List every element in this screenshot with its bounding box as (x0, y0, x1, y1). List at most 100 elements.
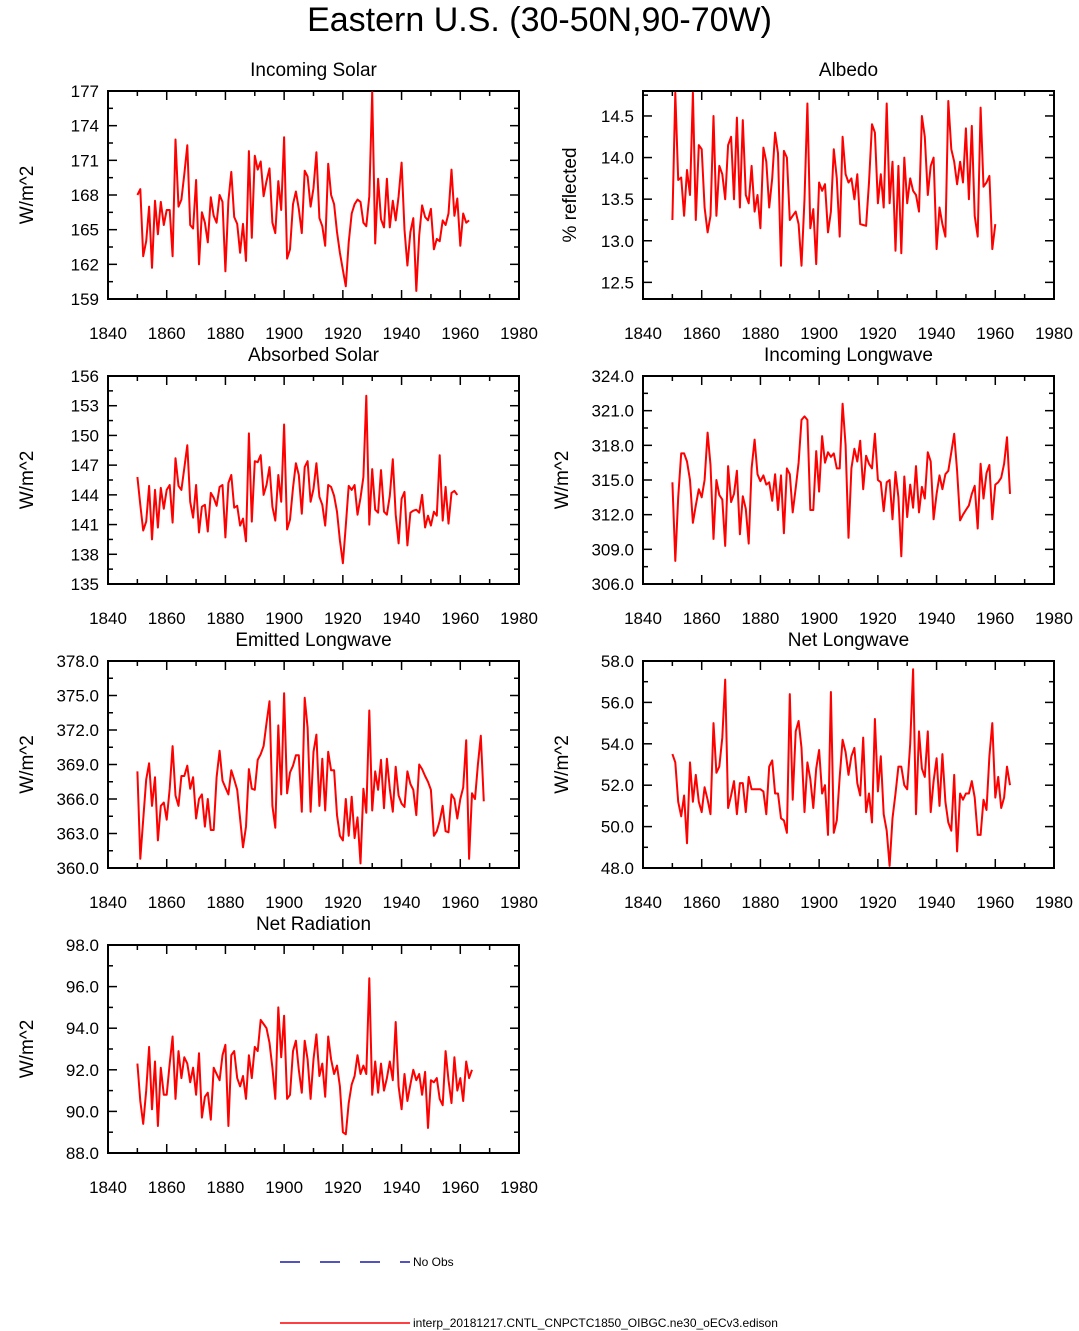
x-tick-label: 1960 (976, 609, 1014, 628)
y-axis-label: W/m^2 (552, 451, 573, 510)
y-tick-label: 50.0 (601, 818, 634, 837)
plot-frame (642, 660, 1055, 869)
x-tick-label: 1980 (500, 893, 538, 912)
chart-panel: 1840 1860 1880 1900 1920 1940 1960 1980 159 162 16… (17, 60, 538, 343)
chart-panel: 1840 1860 1880 1900 1920 1940 1960 1980 48.0 50.0… (552, 630, 1073, 912)
x-tick-label: 1840 (89, 324, 127, 343)
x-tick-label: 1860 (148, 1178, 186, 1197)
panel-title: Absorbed Solar (248, 345, 380, 366)
legend-model-label: interp_20181217.CNTL_CNPCTC1850_OIBGC.ne… (413, 1316, 778, 1330)
x-tick-label: 1840 (89, 893, 127, 912)
y-tick-label: 321.0 (591, 402, 634, 421)
x-tick-label: 1900 (265, 893, 303, 912)
y-tick-label: 13.5 (601, 190, 634, 209)
x-tick-label: 1940 (918, 324, 956, 343)
x-tick-label: 1920 (859, 609, 897, 628)
y-tick-label: 52.0 (601, 776, 634, 795)
x-tick-label: 1880 (207, 1178, 245, 1197)
x-tick-label: 1880 (742, 609, 780, 628)
y-tick-label: 312.0 (591, 506, 634, 525)
y-tick-label: 363.0 (56, 825, 99, 844)
x-tick-label: 1880 (207, 893, 245, 912)
y-axis-label: W/m^2 (17, 166, 38, 225)
x-tick-label: 1920 (859, 324, 897, 343)
series-line (136, 394, 459, 565)
y-tick-label: 88.0 (66, 1144, 99, 1163)
x-tick-label: 1920 (859, 893, 897, 912)
panel-title: Net Radiation (256, 914, 371, 935)
series-line (671, 402, 1011, 562)
x-tick-label: 1900 (265, 609, 303, 628)
chart-panel: 1840 1860 1880 1900 1920 1940 1960 1980 12.5 13.0… (560, 60, 1073, 343)
x-tick-label: 1960 (441, 893, 479, 912)
series-line (136, 977, 473, 1136)
series-line (136, 692, 485, 865)
x-tick-label: 1840 (624, 893, 662, 912)
x-tick-label: 1880 (742, 324, 780, 343)
y-tick-label: 174 (71, 117, 99, 136)
panel-title: Incoming Longwave (764, 345, 933, 366)
y-tick-label: 309.0 (591, 540, 634, 559)
x-tick-label: 1980 (500, 1178, 538, 1197)
chart-panel: 1840 1860 1880 1900 1920 1940 1960 1980 306.0 309… (552, 345, 1073, 628)
panel-title: Albedo (819, 60, 878, 81)
y-axis-label: % reflected (560, 147, 581, 242)
x-tick-label: 1900 (265, 324, 303, 343)
y-axis-label: W/m^2 (17, 1020, 38, 1079)
x-tick-label: 1860 (148, 324, 186, 343)
panel-title: Net Longwave (788, 630, 909, 651)
x-tick-label: 1860 (148, 893, 186, 912)
x-tick-label: 1980 (500, 609, 538, 628)
y-tick-label: 13.0 (601, 232, 634, 251)
y-tick-label: 98.0 (66, 936, 99, 955)
x-tick-label: 1860 (148, 609, 186, 628)
x-tick-label: 1960 (976, 893, 1014, 912)
x-tick-label: 1960 (441, 1178, 479, 1197)
series-line (671, 91, 997, 267)
y-tick-label: 96.0 (66, 978, 99, 997)
y-tick-label: 366.0 (56, 790, 99, 809)
x-tick-label: 1980 (1035, 324, 1073, 343)
y-tick-label: 135 (71, 575, 99, 594)
y-tick-label: 14.0 (601, 149, 634, 168)
page-title: Eastern U.S. (30-50N,90-70W) (307, 1, 772, 39)
x-tick-label: 1960 (441, 609, 479, 628)
x-tick-label: 1960 (441, 324, 479, 343)
y-tick-label: 90.0 (66, 1102, 99, 1121)
x-tick-label: 1920 (324, 324, 362, 343)
x-tick-label: 1860 (683, 324, 721, 343)
y-tick-label: 141 (71, 516, 99, 535)
x-tick-label: 1940 (383, 324, 421, 343)
x-tick-label: 1940 (383, 609, 421, 628)
y-tick-label: 138 (71, 545, 99, 564)
chart-panel: 1840 1860 1880 1900 1920 1940 1960 1980 360.0 363… (17, 630, 538, 912)
x-tick-label: 1840 (89, 609, 127, 628)
x-tick-label: 1860 (683, 893, 721, 912)
y-tick-label: 94.0 (66, 1019, 99, 1038)
x-tick-label: 1840 (624, 324, 662, 343)
y-tick-label: 156 (71, 367, 99, 386)
x-tick-label: 1940 (918, 609, 956, 628)
plot-frame (107, 944, 520, 1154)
x-tick-label: 1900 (800, 324, 838, 343)
y-tick-label: 162 (71, 255, 99, 274)
x-tick-label: 1980 (1035, 609, 1073, 628)
y-tick-label: 58.0 (601, 652, 634, 671)
y-tick-label: 318.0 (591, 436, 634, 455)
x-tick-label: 1840 (89, 1178, 127, 1197)
y-tick-label: 150 (71, 426, 99, 445)
plot-frame (107, 90, 520, 300)
x-tick-label: 1900 (265, 1178, 303, 1197)
y-tick-label: 165 (71, 221, 99, 240)
x-tick-label: 1900 (800, 893, 838, 912)
x-tick-label: 1960 (976, 324, 1014, 343)
series-line (671, 668, 1011, 867)
y-tick-label: 159 (71, 290, 99, 309)
y-tick-label: 48.0 (601, 859, 634, 878)
x-tick-label: 1940 (918, 893, 956, 912)
panel-title: Incoming Solar (250, 60, 377, 81)
y-axis-label: W/m^2 (17, 735, 38, 794)
y-tick-label: 378.0 (56, 652, 99, 671)
y-tick-label: 171 (71, 151, 99, 170)
chart-panel: 1840 1860 1880 1900 1920 1940 1960 1980 88.0 90.0… (17, 914, 538, 1197)
